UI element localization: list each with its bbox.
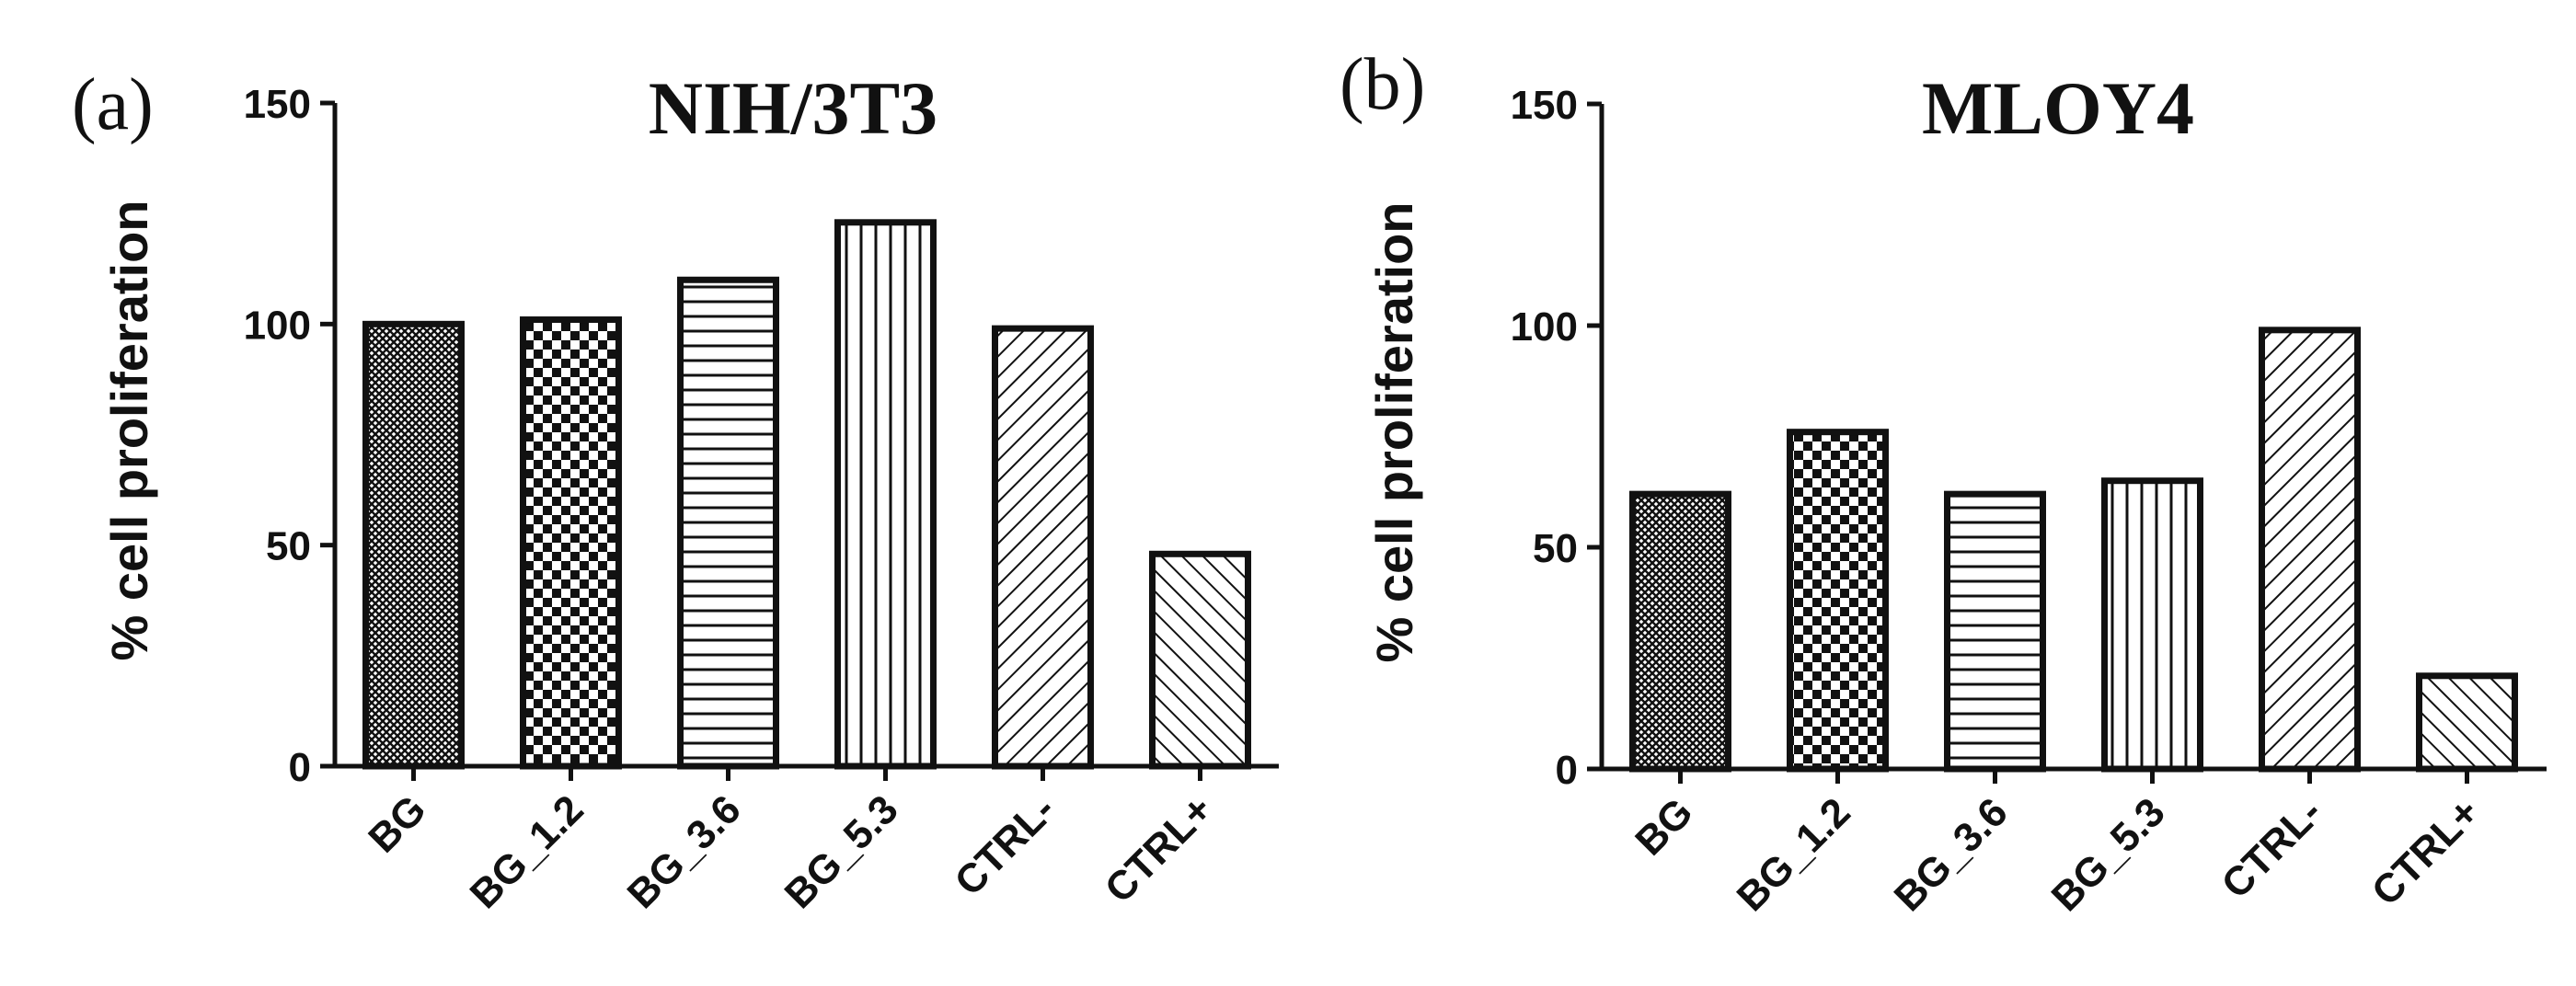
x-category-label: BG_1.2 bbox=[462, 786, 592, 917]
category-labels: BG BG_1.2 BG_3.6 BG_5.3 CTRL- CTRL+ bbox=[360, 766, 1222, 917]
x-category-label: BG_5.3 bbox=[776, 786, 907, 917]
bar-bg-5-3 bbox=[834, 219, 937, 770]
y-axis-label: % cell proliferation bbox=[100, 201, 158, 661]
x-category-label: BG bbox=[1627, 789, 1701, 864]
y-axis-ticks: 0 50 100 150 bbox=[244, 82, 335, 790]
bars bbox=[1629, 327, 2518, 773]
bar-ctrl bbox=[1149, 550, 1251, 770]
chart-panel-a: (a) NIH/3T3 % cell proliferation 0 50 100 1… bbox=[72, 64, 1279, 917]
bar-bg-1-2 bbox=[1787, 429, 1889, 773]
bar-bg bbox=[362, 320, 465, 770]
bar-bg-5-3 bbox=[2101, 477, 2203, 773]
x-category-label: CTRL- bbox=[2214, 789, 2331, 907]
x-category-label: BG bbox=[360, 786, 434, 861]
panel-letter: (a) bbox=[72, 64, 154, 145]
y-tick-label: 0 bbox=[1556, 748, 1578, 793]
x-category-label: CTRL+ bbox=[1097, 786, 1222, 911]
y-axis-ticks: 0 50 100 150 bbox=[1511, 83, 1602, 793]
y-tick-label: 50 bbox=[1533, 526, 1578, 571]
bar-bg bbox=[1629, 490, 1731, 773]
x-category-label: CTRL+ bbox=[2363, 789, 2489, 914]
chart-title: NIH/3T3 bbox=[649, 66, 937, 150]
y-tick-label: 150 bbox=[244, 82, 311, 127]
bars bbox=[362, 219, 1251, 770]
y-tick-label: 100 bbox=[1511, 304, 1578, 350]
axes bbox=[1599, 104, 2547, 772]
x-category-label: BG_3.6 bbox=[1886, 789, 2017, 920]
y-tick-label: 150 bbox=[1511, 83, 1578, 128]
y-tick-label: 100 bbox=[244, 303, 311, 348]
category-labels: BG BG_1.2 BG_3.6 BG_5.3 CTRL- CTRL+ bbox=[1627, 769, 2489, 920]
bar-ctrl bbox=[992, 325, 1094, 770]
chart-title: MLOY4 bbox=[1922, 66, 2194, 150]
x-category-label: BG_1.2 bbox=[1729, 789, 1859, 920]
x-category-label: BG_3.6 bbox=[619, 786, 750, 917]
bar-bg-3-6 bbox=[1944, 490, 2046, 773]
x-category-label: BG_5.3 bbox=[2043, 789, 2174, 920]
bar-ctrl bbox=[2416, 672, 2518, 773]
x-category-label: CTRL- bbox=[947, 786, 1064, 904]
bar-bg-1-2 bbox=[520, 316, 622, 770]
y-tick-label: 50 bbox=[266, 524, 311, 569]
y-tick-label: 0 bbox=[289, 745, 311, 790]
y-axis-label: % cell proliferation bbox=[1365, 202, 1423, 663]
bar-ctrl bbox=[2259, 327, 2361, 773]
axes bbox=[332, 103, 1279, 769]
bar-bg-3-6 bbox=[677, 276, 779, 770]
chart-panel-b: (b) MLOY4 % cell proliferation 0 50 100 150… bbox=[1340, 44, 2547, 920]
panel-letter: (b) bbox=[1340, 44, 1425, 125]
